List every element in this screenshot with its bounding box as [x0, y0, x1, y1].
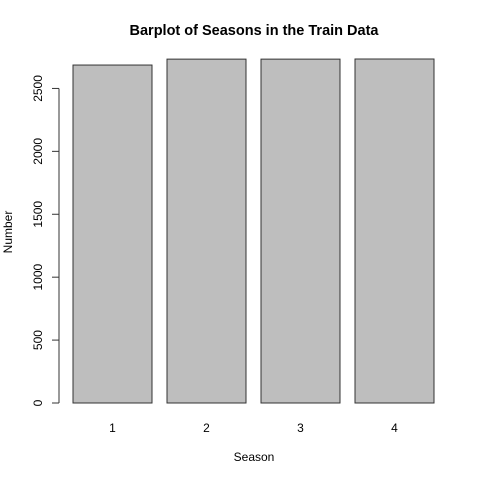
bar-season-3 — [260, 58, 341, 404]
bars-group — [72, 58, 435, 404]
x-tick-label: 1 — [109, 421, 116, 435]
y-tick-label: 1500 — [31, 201, 45, 228]
chart-title: Barplot of Seasons in the Train Data — [130, 23, 380, 39]
y-axis-label: Number — [1, 211, 15, 254]
y-axis: 0 500 1000 1500 2000 2500 — [31, 75, 60, 406]
bar-season-2 — [166, 58, 247, 404]
y-tick-label: 1000 — [31, 264, 45, 291]
bar-season-4 — [354, 58, 435, 404]
x-tick-label: 2 — [203, 421, 210, 435]
y-tick-label: 2000 — [31, 138, 45, 165]
x-axis-label: Season — [234, 450, 275, 464]
y-tick-label: 2500 — [31, 75, 45, 102]
y-tick-label: 500 — [31, 330, 45, 350]
x-tick-label: 4 — [391, 421, 398, 435]
bar-season-1 — [72, 64, 153, 404]
x-tick-labels: 1 2 3 4 — [109, 421, 398, 435]
x-tick-label: 3 — [297, 421, 304, 435]
y-tick-label: 0 — [31, 399, 45, 406]
